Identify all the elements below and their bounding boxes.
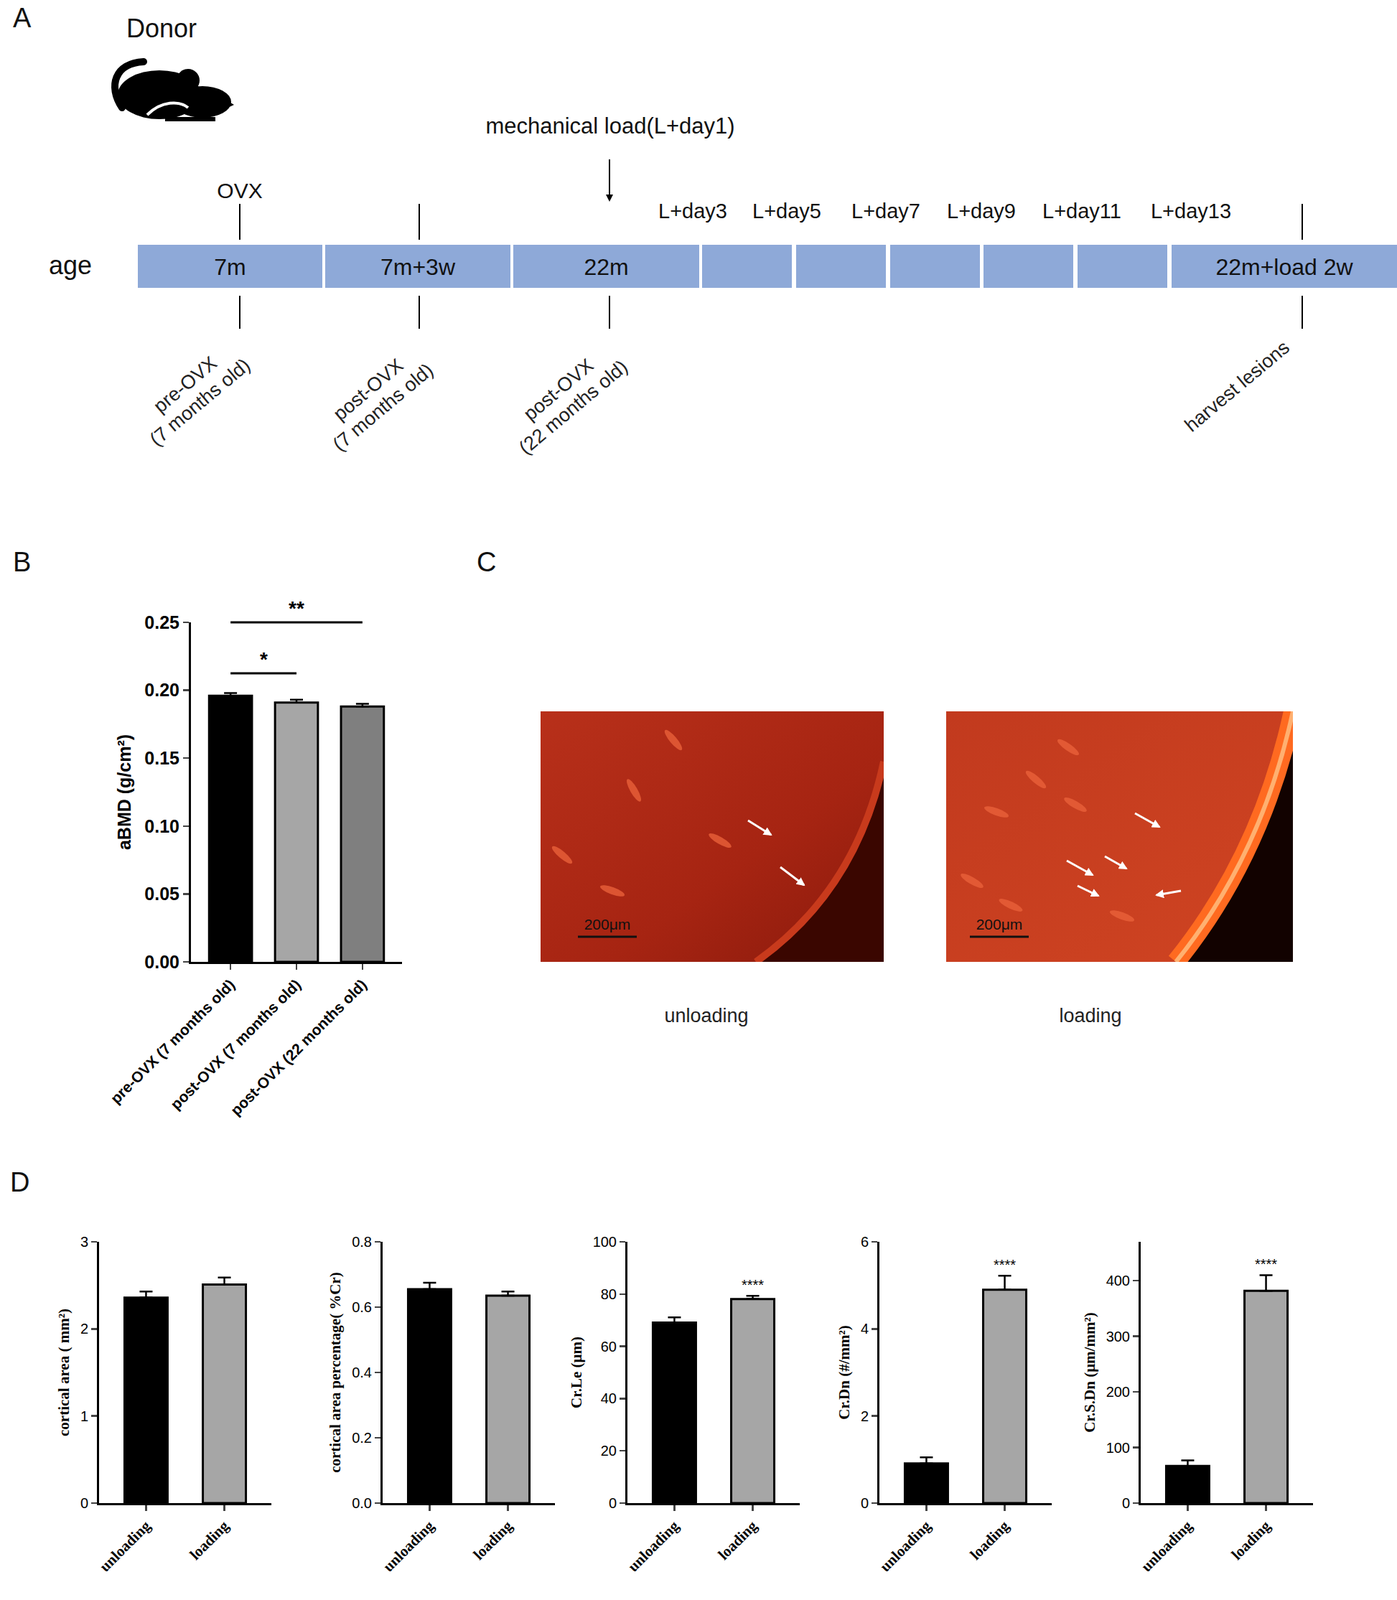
svg-text:0.25: 0.25: [144, 612, 180, 633]
svg-text:0.15: 0.15: [144, 748, 180, 769]
svg-text:loading: loading: [1227, 1516, 1274, 1563]
svg-text:****: ****: [741, 1277, 764, 1293]
svg-text:L+day9: L+day9: [946, 199, 1016, 223]
svg-text:7m+3w: 7m+3w: [380, 254, 456, 280]
svg-text:aBMD (g/cm²): aBMD (g/cm²): [114, 734, 135, 850]
svg-text:post-OVX(7 months old): post-OVX(7 months old): [313, 341, 438, 456]
svg-text:L+day7: L+day7: [851, 199, 921, 223]
svg-text:7m: 7m: [213, 254, 246, 280]
svg-text:0.00: 0.00: [144, 951, 180, 973]
svg-text:100: 100: [592, 1234, 617, 1250]
svg-text:unloading: unloading: [876, 1516, 935, 1576]
svg-text:post-OVX (7 months old): post-OVX (7 months old): [167, 976, 304, 1113]
svg-text:*: *: [259, 648, 268, 671]
svg-text:Cr.Dn (#/mm²): Cr.Dn (#/mm²): [835, 1325, 853, 1420]
svg-text:L+day13: L+day13: [1150, 199, 1232, 223]
svg-text:0.0: 0.0: [351, 1495, 372, 1512]
svg-text:40: 40: [600, 1390, 617, 1407]
svg-text:2: 2: [860, 1408, 869, 1425]
svg-text:L+day11: L+day11: [1042, 199, 1122, 223]
svg-text:Cr.S.Dn (μm/mm²): Cr.S.Dn (μm/mm²): [1081, 1312, 1099, 1433]
svg-text:pre-OVX (7 months old): pre-OVX (7 months old): [106, 976, 238, 1107]
svg-text:0.05: 0.05: [144, 883, 180, 904]
svg-text:Donor: Donor: [126, 13, 197, 44]
svg-text:22m+load 2w: 22m+load 2w: [1215, 254, 1354, 280]
svg-text:200μm: 200μm: [976, 916, 1023, 933]
svg-text:200μm: 200μm: [584, 916, 632, 933]
svg-text:cortical area ( mm²): cortical area ( mm²): [55, 1308, 73, 1437]
html-text:D: D: [10, 1167, 30, 1198]
svg-text:2: 2: [80, 1320, 89, 1337]
svg-text:80: 80: [600, 1286, 617, 1303]
svg-text:22m: 22m: [583, 254, 629, 280]
svg-text:0.6: 0.6: [351, 1299, 372, 1316]
svg-text:cortical area percentage( %Cr): cortical area percentage( %Cr): [326, 1272, 344, 1474]
svg-text:****: ****: [993, 1257, 1016, 1273]
svg-text:0.10: 0.10: [144, 816, 180, 837]
svg-text:0: 0: [608, 1495, 617, 1512]
svg-text:4: 4: [860, 1320, 869, 1337]
svg-text:0: 0: [1122, 1495, 1130, 1512]
svg-text:0: 0: [80, 1495, 89, 1512]
svg-text:age: age: [48, 250, 92, 280]
svg-text:unloading: unloading: [96, 1516, 155, 1576]
svg-text:300: 300: [1106, 1328, 1130, 1345]
svg-text:post-OVX(22 months old): post-OVX(22 months old): [499, 338, 632, 459]
svg-text:0.8: 0.8: [351, 1234, 372, 1250]
svg-text:loading: loading: [714, 1516, 761, 1563]
svg-text:L+day3: L+day3: [658, 199, 728, 223]
svg-text:loading: loading: [966, 1516, 1013, 1563]
html-text:B: B: [12, 547, 32, 578]
svg-text:unloading: unloading: [664, 1005, 749, 1027]
svg-text:loading: loading: [469, 1516, 516, 1563]
svg-text:loading: loading: [1058, 1005, 1122, 1027]
svg-text:OVX: OVX: [216, 178, 263, 203]
svg-text:unloading: unloading: [624, 1516, 683, 1576]
html-text:A: A: [12, 2, 32, 34]
svg-text:mechanical load(L+day1): mechanical load(L+day1): [485, 113, 735, 139]
svg-text:3: 3: [80, 1234, 89, 1250]
svg-text:harvest lesions: harvest lesions: [1180, 336, 1294, 437]
svg-text:unloading: unloading: [1137, 1516, 1196, 1576]
svg-text:100: 100: [1106, 1440, 1130, 1456]
svg-text:unloading: unloading: [379, 1516, 438, 1576]
svg-text:L+day5: L+day5: [752, 199, 822, 223]
svg-text:1: 1: [80, 1408, 89, 1425]
svg-text:0.20: 0.20: [144, 679, 180, 700]
html-text:C: C: [476, 547, 497, 578]
svg-text:0: 0: [860, 1495, 869, 1512]
svg-text:200: 200: [1106, 1384, 1130, 1400]
svg-text:60: 60: [600, 1338, 617, 1355]
svg-text:pre-OVX(7 months old): pre-OVX(7 months old): [130, 336, 255, 451]
svg-text:****: ****: [1254, 1256, 1278, 1273]
svg-text:6: 6: [860, 1234, 869, 1250]
svg-text:post-OVX (22 months old): post-OVX (22 months old): [227, 976, 371, 1120]
svg-text:Cr.Le (μm): Cr.Le (μm): [567, 1336, 586, 1409]
svg-text:0.2: 0.2: [351, 1430, 372, 1446]
svg-text:**: **: [288, 597, 305, 620]
svg-text:20: 20: [600, 1442, 617, 1459]
svg-text:400: 400: [1106, 1272, 1130, 1289]
svg-text:loading: loading: [185, 1516, 232, 1563]
svg-text:0.4: 0.4: [351, 1364, 372, 1381]
